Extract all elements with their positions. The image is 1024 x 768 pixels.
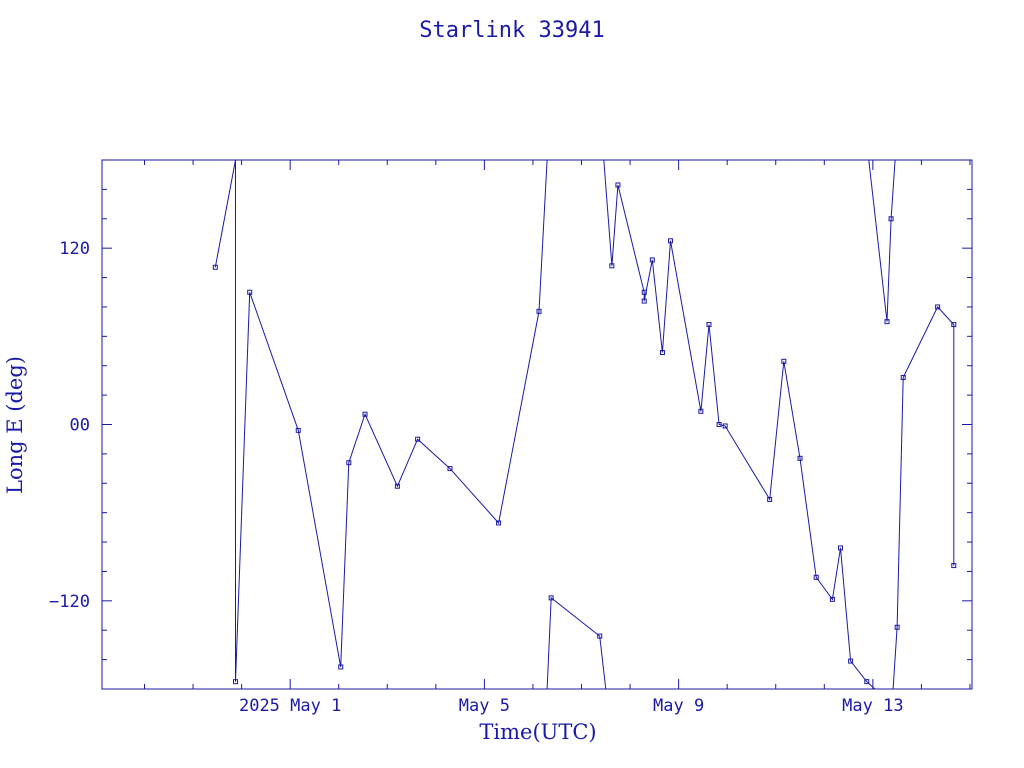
y-tick-label: 00 [70,416,90,436]
data-point [233,679,239,685]
data-point [884,319,890,325]
data-point [447,466,453,472]
tick-marks [102,159,972,690]
series-line [603,159,876,690]
plot-frame [101,159,973,690]
data-point [698,408,704,414]
data-point [864,679,870,685]
data-point [548,595,554,601]
y-axis-label: Long E (deg) [3,356,27,494]
data-point [668,238,674,244]
plot-border [101,159,973,690]
data-point [536,308,542,314]
x-tick-label: May 13 [842,696,903,716]
y-tick-label: −120 [49,592,90,612]
data-point [722,423,728,429]
data-point [716,422,722,427]
data-point [706,322,712,328]
x-tick-label: May 9 [653,696,704,716]
data-point [615,182,621,188]
data-point [888,216,894,222]
data-point [346,460,352,466]
data-point [609,263,615,269]
data-point [900,374,906,380]
x-tick-label: 2025 May 1 [239,696,341,716]
data-point [659,349,665,355]
chart-title: Starlink 33941 [419,18,604,43]
data-point [649,257,655,263]
data-point [247,289,253,295]
data-point [415,436,421,442]
x-tick-label: May 5 [459,696,510,716]
data-point [362,411,368,417]
data-point [597,633,603,639]
series-line [868,159,896,322]
data-point [338,664,344,670]
data-point [894,624,900,630]
data-point [848,658,854,664]
data-point [767,496,773,502]
y-tick-label: 120 [59,239,90,259]
data-point [394,483,400,489]
series-line [892,306,955,690]
data-point [295,427,301,433]
data-point [641,289,647,295]
series-line [546,596,607,690]
series-line [214,159,548,682]
x-axis-label: Time(UTC) [479,720,596,744]
data-point [212,264,218,270]
data-point [641,298,647,304]
data-point [797,455,803,461]
plot-area [212,159,957,690]
data-point [837,545,843,551]
tick-labels: 2025 May 1 May 5 May 9 May 13 120 00 −120 [49,239,904,716]
data-point [829,596,835,602]
data-point [813,574,819,580]
data-point [781,358,787,364]
data-point [935,304,941,310]
data-point [951,322,957,328]
data-point [951,563,957,569]
data-point [496,520,502,526]
